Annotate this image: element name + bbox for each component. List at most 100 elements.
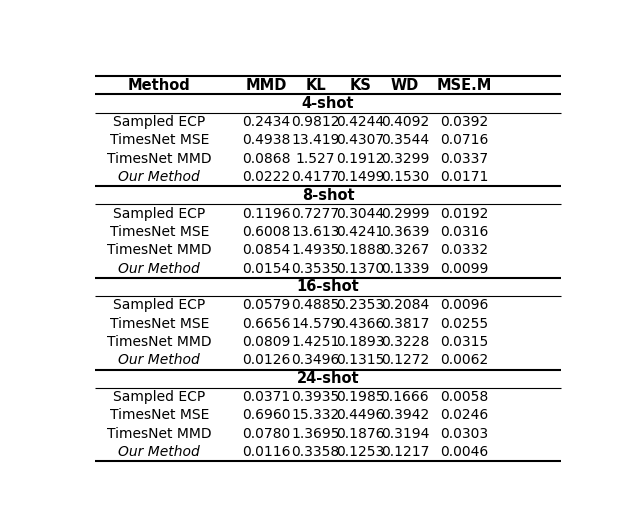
Text: 0.7277: 0.7277 [292,206,340,221]
Text: TimesNet MSE: TimesNet MSE [109,134,209,147]
Text: 0.1339: 0.1339 [381,262,429,276]
Text: 0.4885: 0.4885 [291,298,340,312]
Text: 0.0332: 0.0332 [440,243,488,257]
Text: 1.4935: 1.4935 [291,243,340,257]
Text: 0.3817: 0.3817 [381,317,429,331]
Text: 0.2999: 0.2999 [381,206,429,221]
Text: MSE.M: MSE.M [436,78,492,93]
Text: 1.4251: 1.4251 [291,335,340,349]
Text: 0.4177: 0.4177 [291,170,340,184]
Text: 0.3942: 0.3942 [381,409,429,422]
Text: 0.3358: 0.3358 [291,445,340,459]
Text: 0.3044: 0.3044 [336,206,384,221]
Text: 0.1272: 0.1272 [381,353,429,367]
Text: 0.1893: 0.1893 [336,335,385,349]
Text: 0.0255: 0.0255 [440,317,488,331]
Text: 0.2353: 0.2353 [336,298,384,312]
Text: 0.1530: 0.1530 [381,170,429,184]
Text: 0.4244: 0.4244 [336,115,384,129]
Text: 0.9812: 0.9812 [291,115,340,129]
Text: 0.0392: 0.0392 [440,115,488,129]
Text: WD: WD [391,78,419,93]
Text: TimesNet MSE: TimesNet MSE [109,409,209,422]
Text: 0.1315: 0.1315 [336,353,385,367]
Text: 0.0371: 0.0371 [242,390,290,404]
Text: 0.1253: 0.1253 [336,445,385,459]
Text: 8-shot: 8-shot [301,188,355,203]
Text: 0.3639: 0.3639 [381,225,429,239]
Text: 0.0046: 0.0046 [440,445,488,459]
Text: Sampled ECP: Sampled ECP [113,390,205,404]
Text: 0.3935: 0.3935 [291,390,340,404]
Text: KS: KS [349,78,371,93]
Text: 0.1499: 0.1499 [336,170,385,184]
Text: 0.2434: 0.2434 [242,115,290,129]
Text: TimesNet MMD: TimesNet MMD [107,335,212,349]
Text: 0.1876: 0.1876 [336,427,385,440]
Text: 0.0780: 0.0780 [242,427,290,440]
Text: Sampled ECP: Sampled ECP [113,298,205,312]
Text: 0.4496: 0.4496 [336,409,385,422]
Text: 0.3194: 0.3194 [381,427,429,440]
Text: 24-shot: 24-shot [297,371,359,386]
Text: 0.0315: 0.0315 [440,335,488,349]
Text: 0.4092: 0.4092 [381,115,429,129]
Text: Sampled ECP: Sampled ECP [113,206,205,221]
Text: 0.1985: 0.1985 [336,390,385,404]
Text: 0.0116: 0.0116 [242,445,291,459]
Text: 0.6656: 0.6656 [242,317,291,331]
Text: 0.3496: 0.3496 [291,353,340,367]
Text: 0.0192: 0.0192 [440,206,488,221]
Text: 0.3267: 0.3267 [381,243,429,257]
Text: 0.0303: 0.0303 [440,427,488,440]
Text: 0.0126: 0.0126 [242,353,290,367]
Text: 16-shot: 16-shot [296,279,360,295]
Text: 0.2084: 0.2084 [381,298,429,312]
Text: KL: KL [305,78,326,93]
Text: 0.0096: 0.0096 [440,298,488,312]
Text: TimesNet MSE: TimesNet MSE [109,225,209,239]
Text: 0.1888: 0.1888 [336,243,385,257]
Text: 0.0154: 0.0154 [242,262,290,276]
Text: 0.3228: 0.3228 [381,335,429,349]
Text: 13.613: 13.613 [291,225,340,239]
Text: 4-shot: 4-shot [301,96,355,111]
Text: 0.0854: 0.0854 [242,243,290,257]
Text: Our Method: Our Method [118,353,200,367]
Text: 0.0316: 0.0316 [440,225,488,239]
Text: 0.4241: 0.4241 [336,225,385,239]
Text: 0.4366: 0.4366 [336,317,385,331]
Text: TimesNet MMD: TimesNet MMD [107,243,212,257]
Text: Sampled ECP: Sampled ECP [113,115,205,129]
Text: MMD: MMD [245,78,287,93]
Text: TimesNet MMD: TimesNet MMD [107,427,212,440]
Text: 0.0579: 0.0579 [242,298,290,312]
Text: 1.3695: 1.3695 [291,427,340,440]
Text: 0.0337: 0.0337 [440,152,488,165]
Text: TimesNet MMD: TimesNet MMD [107,152,212,165]
Text: 0.0058: 0.0058 [440,390,488,404]
Text: 0.6960: 0.6960 [242,409,291,422]
Text: 0.3544: 0.3544 [381,134,429,147]
Text: 0.0222: 0.0222 [242,170,290,184]
Text: 0.4307: 0.4307 [336,134,384,147]
Text: Method: Method [128,78,191,93]
Text: 0.1666: 0.1666 [381,390,429,404]
Text: 13.419: 13.419 [291,134,340,147]
Text: 0.0716: 0.0716 [440,134,488,147]
Text: 0.1217: 0.1217 [381,445,429,459]
Text: 0.4938: 0.4938 [242,134,290,147]
Text: TimesNet MSE: TimesNet MSE [109,317,209,331]
Text: 14.579: 14.579 [291,317,340,331]
Text: Our Method: Our Method [118,262,200,276]
Text: 0.1912: 0.1912 [336,152,385,165]
Text: 1.527: 1.527 [296,152,335,165]
Text: 0.0099: 0.0099 [440,262,488,276]
Text: 0.1196: 0.1196 [242,206,291,221]
Text: 0.3535: 0.3535 [292,262,340,276]
Text: 0.0171: 0.0171 [440,170,488,184]
Text: 15.332: 15.332 [291,409,340,422]
Text: 0.0246: 0.0246 [440,409,488,422]
Text: 0.0868: 0.0868 [242,152,291,165]
Text: Our Method: Our Method [118,170,200,184]
